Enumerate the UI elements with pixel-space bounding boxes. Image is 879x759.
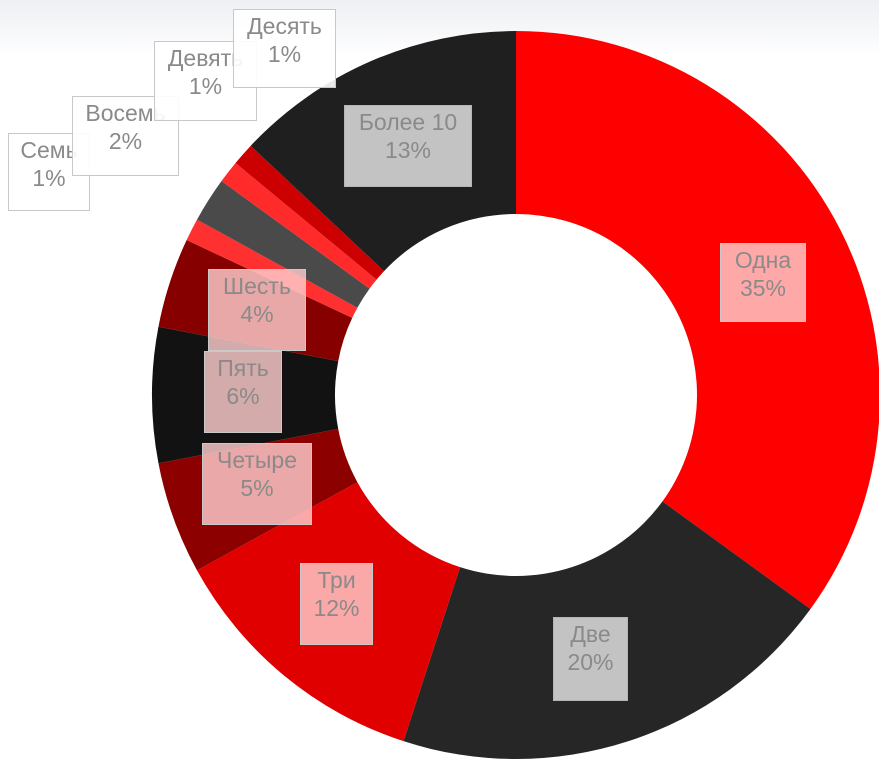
donut-slice-1 [516,31,879,609]
slice-label-name: Шесть [223,273,291,299]
slice-label-percent: 20% [567,649,614,675]
donut-slice-7 [186,219,358,318]
slice-label-name: Пять [217,355,269,381]
slice-label-shest: Шесть 4% [208,269,306,351]
slice-label-odna: Одна 35% [720,243,806,322]
slice-label-percent: 5% [240,475,274,501]
slice-label-name: Семь [20,137,78,163]
slice-label-percent: 13% [384,137,432,163]
slice-label-percent: 1% [188,73,223,99]
slice-label-name: Десять [247,13,322,39]
slice-label-desyat: Десять 1% [233,9,336,88]
slice-label-name: Четыре [216,447,297,473]
slice-label-tri: Три 12% [300,563,373,645]
slice-label-name: Девять [167,45,244,71]
slice-label-dve: Две 20% [553,617,628,701]
slice-label-pyat: Пять 6% [204,351,282,433]
slice-label-chetyre: Четыре 5% [202,443,312,525]
slice-label-name: Одна [734,247,792,273]
slice-label-bolee-10: Более 10 13% [344,105,472,187]
donut-slice-9 [221,162,377,289]
slice-label-name: Восемь [85,100,166,126]
slice-label-percent: 12% [313,595,360,621]
slice-label-name: Более 10 [358,109,458,135]
slice-label-percent: 2% [108,128,143,154]
slice-label-percent: 1% [267,41,302,67]
slice-label-percent: 1% [32,165,66,191]
donut-slice-8 [197,181,370,308]
slice-label-name: Три [317,567,356,593]
slice-label-percent: 4% [240,301,274,327]
slice-label-percent: 6% [226,383,260,409]
slice-label-percent: 35% [739,275,787,301]
donut-slice-10 [235,145,385,280]
slice-label-name: Две [570,621,611,647]
